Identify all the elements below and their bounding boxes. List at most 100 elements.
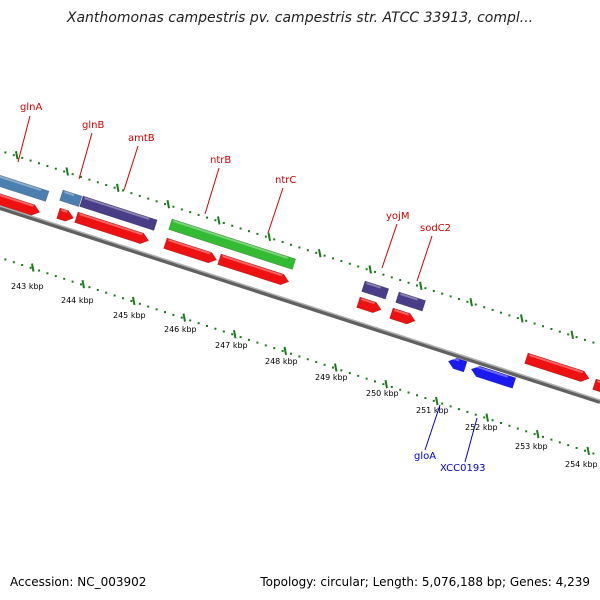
reverse-tick-dot [130,300,133,303]
gene-XCC0193-bar-shape [470,365,517,389]
reverse-tick-dot [508,424,511,427]
forward-tick-track [4,150,595,344]
reverse-major-tick [384,380,388,389]
forward-tick-dot [164,203,166,206]
gene-label-gloA[interactable]: gloA [414,451,436,462]
reverse-tick-dot [525,430,528,433]
reverse-tick-dot [197,322,200,325]
kbp-label-249: 249 kbp [315,373,348,382]
forward-tick-dot [29,159,32,162]
forward-tick-dot [348,262,351,265]
forward-tick-dot [189,211,192,214]
reverse-major-tick [233,330,237,339]
gene-label-sodC2[interactable]: sodC2 [420,223,451,234]
forward-tick-dot [12,154,15,157]
forward-tick-dot [239,227,242,230]
forward-major-tick [419,281,423,290]
reverse-tick-dot [424,397,427,400]
forward-tick-dot [432,289,435,292]
reverse-tick-dot [306,358,309,361]
forward-tick-dot [281,241,284,244]
gene-label-yojM[interactable]: yojM [386,211,409,222]
callout-amtB [123,145,139,191]
forward-tick-dot [340,260,343,263]
reverse-tick-dot [558,441,561,444]
forward-tick-dot [155,200,158,203]
reverse-tick-dot [290,352,292,355]
gene-label-glnA[interactable]: glnA [20,102,42,113]
gene-yojM-bar [361,280,390,300]
reverse-tick-dot [374,380,376,383]
forward-tick-dot [374,270,376,273]
gene-amtB-bar [79,195,158,231]
forward-tick-dot [206,216,208,219]
reverse-tick-dot [273,347,276,350]
gene-red-2-shine [61,209,68,213]
forward-tick-dot [222,222,225,225]
gene-ntrC-bar-shine [173,220,288,259]
kbp-label-253: 253 kbp [515,442,548,451]
reverse-tick-dot [138,302,141,305]
kbp-label-254: 254 kbp [565,460,598,469]
gene-gloA-bar-shape [447,357,468,373]
gene-ntrC-bar [168,218,297,270]
reverse-tick-dot [348,372,351,375]
forward-tick-dot [290,243,292,246]
reverse-tick-dot [71,280,74,283]
reverse-tick-dot [180,316,183,319]
reverse-tick-dot [516,427,519,430]
gene-red-2-shape [56,207,74,222]
reverse-tick-dot [441,402,444,405]
reverse-major-tick [31,263,35,272]
gene-sodC2-bar [395,291,427,312]
reverse-tick-dot [105,291,108,294]
forward-tick-dot [357,265,360,268]
forward-tick-dot [474,303,477,306]
callout-ntrB [204,167,220,215]
reverse-tick-dot [407,391,410,394]
kbp-label-251: 251 kbp [416,406,449,415]
reverse-tick-dot [29,266,32,269]
gene-ntrB-red-shape [163,237,218,264]
forward-major-tick [318,248,322,258]
reverse-tick-dot [416,394,418,397]
kbp-label-250: 250 kbp [366,389,399,398]
gene-glnB-bar [59,189,83,207]
gene-sodC2-red-shape [389,307,416,325]
reverse-tick-dot [96,288,99,291]
reverse-tick-dot [264,344,267,347]
gene-label-ntrC[interactable]: ntrC [275,175,296,186]
reverse-tick-dot [214,327,217,330]
gene-red-3-shape [74,211,150,245]
reverse-tick-dot [88,286,91,289]
gene-red-right-1-shape [524,352,590,382]
forward-tick-dot [180,208,183,211]
forward-tick-dot [483,306,486,309]
forward-tick-dot [38,162,40,165]
callout-glnA [17,115,31,163]
forward-tick-dot [273,238,276,241]
reverse-tick-dot [239,336,242,339]
forward-tick-dot [399,279,402,282]
reverse-tick-dot [315,361,318,364]
gene-label-ntrB[interactable]: ntrB [210,155,231,166]
forward-tick-dot [71,173,74,176]
reverse-tick-dot [542,435,544,438]
forward-tick-dot [63,170,66,173]
reverse-tick-dot [340,369,343,372]
gene-glnA-bar-shine [0,173,42,191]
gene-ntrC-bar-shape [168,218,297,270]
reverse-tick-dot [382,383,385,386]
forward-tick-dot [147,197,150,200]
forward-tick-dot [584,338,586,341]
forward-tick-dot [407,281,410,284]
forward-major-tick [520,314,524,323]
kbp-label-244: 244 kbp [61,296,94,305]
forward-tick-dot [88,178,91,181]
gene-label-XCC0193[interactable]: XCC0193 [440,463,486,474]
gene-sodC2-red-shine [394,309,410,316]
gene-label-glnB[interactable]: glnB [82,120,104,131]
gene-label-amtB[interactable]: amtB [128,133,155,144]
reverse-tick-dot [584,449,586,452]
